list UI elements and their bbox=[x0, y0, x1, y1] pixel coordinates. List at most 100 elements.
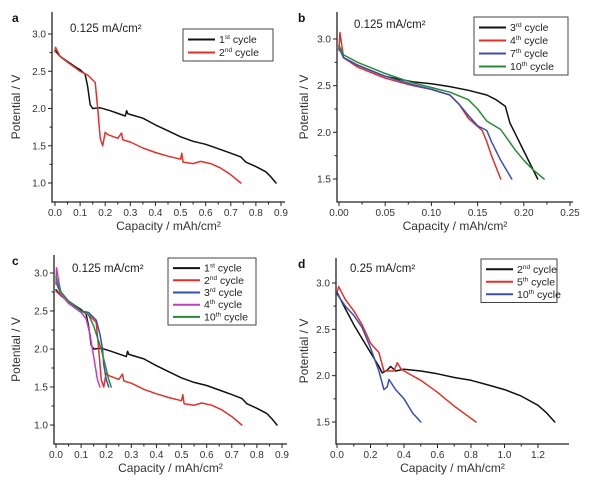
x-tick-label: 0.3 bbox=[124, 450, 138, 461]
x-tick-label: 0.8 bbox=[464, 450, 478, 461]
current-density-annotation: 0.125 mA/cm² bbox=[354, 19, 426, 31]
legend-item: 2nd cycle bbox=[188, 47, 259, 59]
y-tick-label: 2.0 bbox=[32, 104, 46, 115]
y-tick-label: 2.0 bbox=[317, 128, 331, 139]
y-axis-label: Potential / V bbox=[9, 317, 23, 382]
x-tick-label: 0.6 bbox=[431, 450, 445, 461]
legend-item: 4th cycle bbox=[173, 299, 242, 311]
y-tick-label: 3.0 bbox=[32, 30, 46, 41]
legend-item: 3rd cycle bbox=[173, 287, 243, 299]
legend-label: 3rd cycle bbox=[204, 287, 243, 299]
y-tick-label: 1.0 bbox=[34, 421, 48, 432]
y-tick-label: 2.0 bbox=[34, 345, 48, 356]
x-tick-label: 0.2 bbox=[99, 450, 113, 461]
series-line-1st-cycle bbox=[54, 49, 277, 184]
legend-label: 10th cycle bbox=[510, 61, 554, 73]
x-axis-label: Capacity / mAh/cm² bbox=[116, 219, 221, 233]
legend-label: 10th cycle bbox=[204, 311, 248, 323]
x-tick-label: 0.4 bbox=[149, 450, 163, 461]
x-tick-label: 0.6 bbox=[199, 208, 213, 219]
y-tick-label: 1.0 bbox=[32, 179, 46, 190]
x-tick-label: 0.9 bbox=[274, 208, 288, 219]
x-tick-label: 0.4 bbox=[397, 450, 411, 461]
x-axis-label: Capacity / mAh/cm² bbox=[400, 461, 505, 475]
legend-label: 4th cycle bbox=[510, 35, 548, 47]
x-tick-label: 0.5 bbox=[174, 208, 188, 219]
series-line-2nd-cycle bbox=[336, 291, 556, 423]
legend-label: 2nd cycle bbox=[219, 47, 259, 59]
x-tick-label: 0.8 bbox=[250, 450, 264, 461]
x-tick-label: 0.0 bbox=[49, 450, 63, 461]
legend-label: 7th cycle bbox=[510, 48, 548, 60]
axes bbox=[51, 12, 285, 203]
y-tick-label: 3.0 bbox=[316, 279, 330, 290]
legend-item: 3rd cycle bbox=[479, 22, 549, 34]
x-tick-label: 0.5 bbox=[175, 450, 189, 461]
legend-item: 1st cycle bbox=[173, 263, 242, 275]
panel-d: d 0.0 0.2 0.4 0.6 0.8 1.0 1.2 1.5 2.0 2.5 3.0 Capaci… bbox=[297, 257, 569, 475]
legend-item: 4th cycle bbox=[479, 35, 548, 47]
series-line-10th-cycle bbox=[336, 293, 422, 423]
y-tick-label: 2.5 bbox=[34, 307, 48, 318]
x-tick-label: 0.1 bbox=[74, 450, 88, 461]
y-axis-label: Potential / V bbox=[9, 75, 23, 140]
y-tick-label: 1.5 bbox=[316, 418, 330, 429]
x-tick-label: 0.2 bbox=[364, 450, 378, 461]
legend-label: 2nd cycle bbox=[204, 275, 244, 287]
x-tick-label: 0.9 bbox=[275, 450, 289, 461]
y-tick-label: 2.5 bbox=[32, 67, 46, 78]
x-tick-label: 0.0 bbox=[48, 208, 62, 219]
x-axis-label: Capacity / mAh/cm² bbox=[118, 461, 223, 475]
series-line-10th-cycle bbox=[55, 276, 112, 388]
x-tick-label: 0.25 bbox=[560, 208, 580, 219]
axes bbox=[336, 12, 573, 203]
current-density-annotation: 0.25 mA/cm² bbox=[350, 263, 415, 275]
panel-label: d bbox=[298, 257, 305, 271]
panel-label: c bbox=[12, 254, 19, 268]
axes bbox=[335, 258, 569, 445]
legend-item: 1st cycle bbox=[188, 34, 257, 46]
series-line-2nd-cycle bbox=[55, 290, 243, 426]
legend-item: 2nd cycle bbox=[173, 275, 244, 287]
legend-item: 2nd cycle bbox=[486, 264, 557, 276]
y-tick-label: 1.5 bbox=[34, 383, 48, 394]
legend-item: 5th cycle bbox=[486, 276, 555, 288]
y-tick-label: 3.0 bbox=[34, 269, 48, 280]
x-tick-label: 0.05 bbox=[375, 208, 395, 219]
legend-item: 10th cycle bbox=[479, 61, 554, 73]
y-tick-label: 1.5 bbox=[32, 141, 46, 152]
legend-label: 1st cycle bbox=[219, 34, 257, 46]
x-tick-label: 0.4 bbox=[148, 208, 162, 219]
legend-item: 10th cycle bbox=[486, 289, 561, 301]
x-tick-label: 0.8 bbox=[249, 208, 263, 219]
legend-box bbox=[182, 28, 274, 62]
series-line-5th-cycle bbox=[336, 285, 477, 423]
x-tick-label: 0.10 bbox=[422, 208, 442, 219]
legend-label: 1st cycle bbox=[204, 263, 242, 275]
x-tick-label: 0.1 bbox=[73, 208, 87, 219]
series-line-2nd-cycle bbox=[54, 46, 242, 184]
legend-item: 7th cycle bbox=[479, 48, 548, 60]
x-tick-label: 0.15 bbox=[468, 208, 488, 219]
legend-label: 2nd cycle bbox=[517, 264, 557, 276]
series-line-10th-cycle bbox=[338, 44, 545, 180]
y-tick-label: 2.5 bbox=[317, 81, 331, 92]
y-tick-label: 2.0 bbox=[316, 371, 330, 382]
y-tick-label: 1.5 bbox=[317, 175, 331, 186]
legend-label: 4th cycle bbox=[204, 299, 242, 311]
x-tick-label: 0.7 bbox=[224, 208, 238, 219]
current-density-annotation: 0.125 mA/cm² bbox=[72, 263, 144, 275]
y-tick-label: 3.0 bbox=[317, 35, 331, 46]
x-tick-label: 0.00 bbox=[329, 208, 349, 219]
x-tick-label: 0.20 bbox=[514, 208, 534, 219]
x-tick-label: 1.0 bbox=[498, 450, 512, 461]
x-tick-label: 0.0 bbox=[330, 450, 344, 461]
y-axis-label: Potential / V bbox=[297, 319, 311, 384]
panel-b: b 0.00 0.05 0.10 0.15 0.20 0.25 1.5 2.0 2.5 3.0 Cap… bbox=[297, 11, 580, 233]
legend-label: 10th cycle bbox=[517, 289, 561, 301]
